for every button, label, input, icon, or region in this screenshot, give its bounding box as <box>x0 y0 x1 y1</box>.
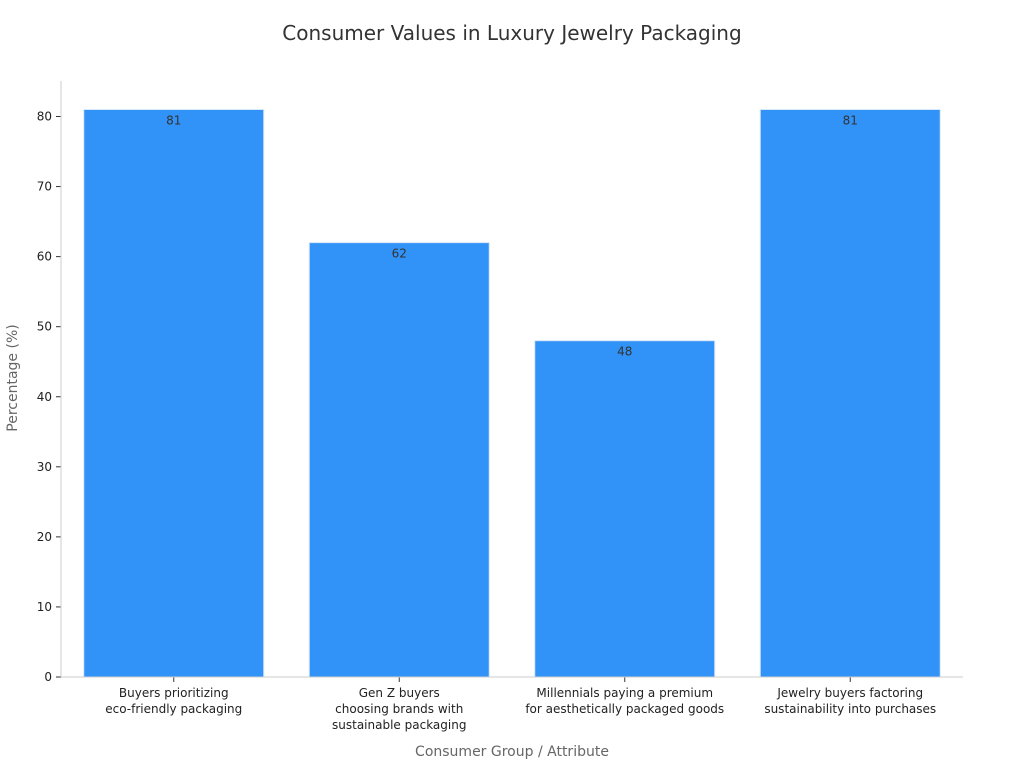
plot-area: 0 10 20 30 40 50 60 70 80 81 Buyers prioritizing ec… <box>37 81 963 732</box>
y-axis-title: Percentage (%) <box>5 324 21 431</box>
x-tick-label: Buyers prioritizing eco-friendly packagin… <box>105 686 242 716</box>
y-tick-label: 60 <box>37 250 52 264</box>
y-tick-label: 30 <box>37 460 52 474</box>
x-tick-label: Millennials paying a premium for aestheti… <box>525 686 724 716</box>
bar <box>308 242 490 678</box>
x-tick-label: Jewelry buyers factoring sustainability i… <box>764 686 936 716</box>
y-tick-label: 0 <box>44 670 52 684</box>
bar-value-label: 62 <box>392 247 407 261</box>
y-tick-label: 50 <box>37 320 52 334</box>
bar-value-label: 48 <box>617 345 632 359</box>
y-tick-label: 10 <box>37 600 52 614</box>
y-tick-label: 40 <box>37 390 52 404</box>
bar-value-label: 81 <box>166 113 181 127</box>
y-tick-label: 20 <box>37 530 52 544</box>
x-axis-title: Consumer Group / Attribute <box>415 744 609 760</box>
bar <box>83 108 265 678</box>
x-tick-label: Gen Z buyers choosing brands with sustaina… <box>332 686 466 732</box>
y-tick-label: 80 <box>37 110 52 124</box>
bar-value-label: 81 <box>843 113 858 127</box>
y-tick-label: 70 <box>37 180 52 194</box>
bar <box>534 340 716 678</box>
bar <box>759 108 941 678</box>
chart-title: Consumer Values in Luxury Jewelry Packag… <box>282 21 741 45</box>
